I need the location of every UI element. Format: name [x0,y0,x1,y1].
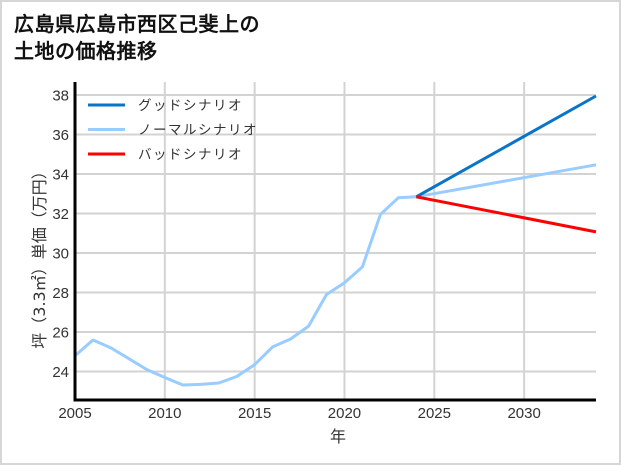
legend-label: バッドシナリオ [138,147,243,163]
series-line-0 [415,94,597,199]
x-tick-label: 2015 [238,405,271,422]
x-tick-label: 2025 [418,405,451,422]
y-tick-label: 26 [52,325,69,342]
x-tick-label: 2030 [507,405,540,422]
y-axis-label: 坪（3.3㎡）単価（万円） [30,163,49,348]
x-tick-labels: 2005 2010 2015 2020 2025 2030 [58,405,541,422]
chart-title-line-2: 土地の価格推移 [14,39,158,63]
grid-lines [75,82,596,400]
x-tick-label: 2020 [328,405,361,422]
axes [73,82,596,402]
y-tick-label: 36 [52,127,69,144]
chart-title: 広島県広島市西区己斐上の 土地の価格推移 [14,11,260,65]
y-tick-label: 30 [52,246,69,263]
x-axis-label: 年 [330,427,346,446]
chart-title-line-1: 広島県広島市西区己斐上の [14,12,260,36]
series-line-2 [416,195,597,234]
x-tick-label: 2005 [58,405,91,422]
series-line-1 [74,163,597,387]
legend-label: グッドシナリオ [138,98,243,114]
x-tick-label: 2010 [148,405,181,422]
y-tick-label: 38 [52,88,69,105]
y-tick-labels: 24 26 28 30 32 34 36 38 [52,88,69,382]
legend-label: ノーマルシナリオ [138,123,258,139]
y-tick-label: 24 [52,364,69,381]
y-tick-label: 28 [52,285,69,302]
data-series [74,94,597,387]
y-tick-label: 34 [52,167,69,184]
y-tick-label: 32 [52,206,69,223]
